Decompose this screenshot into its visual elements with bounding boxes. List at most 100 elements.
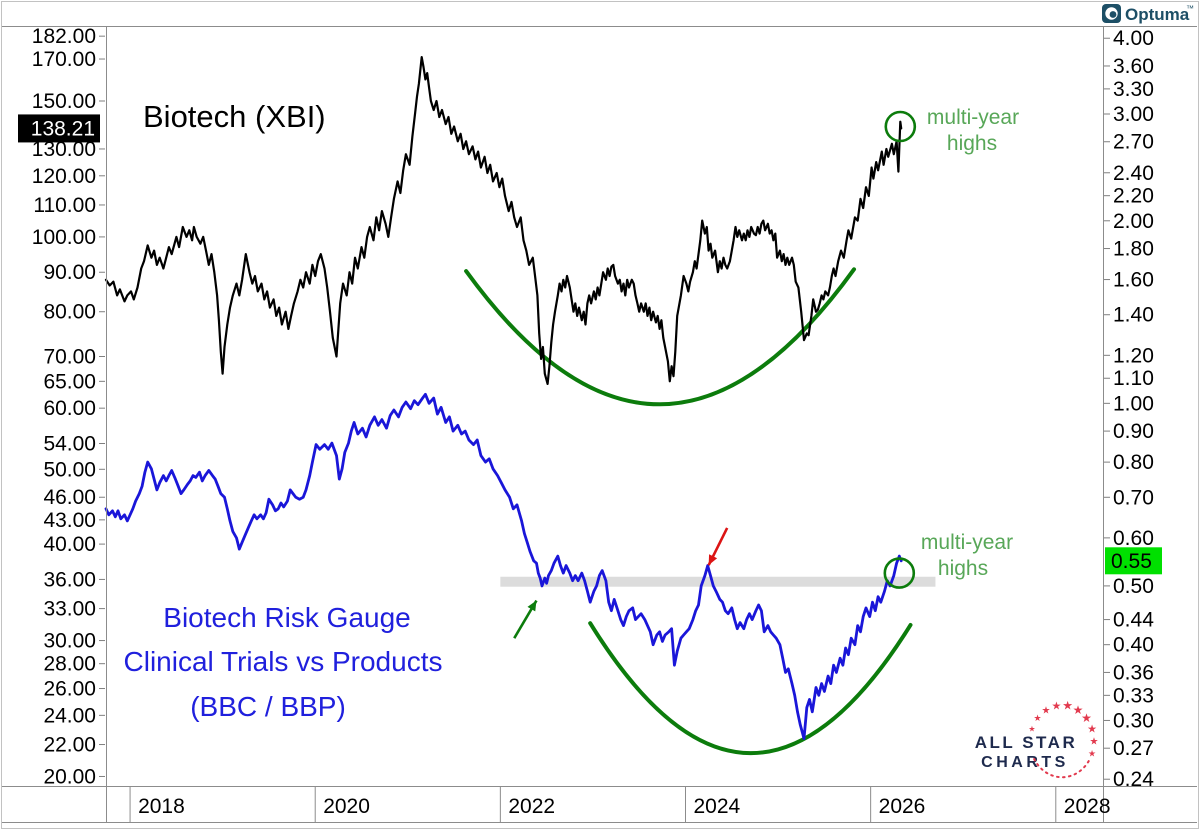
right-tick-label: 1.00	[1113, 392, 1154, 415]
right-tick-label: 0.50	[1113, 575, 1154, 598]
cup-arc-top	[464, 267, 856, 407]
xbi-last-price: 138.21	[31, 117, 95, 140]
left-tick-label: 50.00	[43, 458, 96, 481]
top-note-line-1: multi-year	[927, 106, 1019, 129]
right-tick-label: 4.00	[1113, 27, 1154, 50]
allstarcharts-logo: ALL STAR CHARTS ★★★ ★ ★ ★★★★★	[975, 699, 1099, 779]
left-tick-label: 100.00	[32, 226, 96, 249]
right-tick-label: 0.40	[1113, 634, 1154, 657]
left-tick-label: 110.00	[33, 194, 96, 217]
ratio-last-price: 0.55	[1111, 550, 1152, 573]
left-tick-label: 130.00	[32, 138, 96, 161]
right-tick-label: 2.70	[1113, 131, 1154, 154]
left-tick-label: 33.00	[43, 598, 96, 621]
right-tick-label: 0.90	[1113, 420, 1154, 443]
left-tick-label: 30.00	[43, 630, 96, 653]
right-tick-label: 2.20	[1113, 185, 1154, 208]
left-tick-label: 54.00	[43, 432, 96, 455]
right-tick-label: 0.80	[1113, 451, 1154, 474]
left-tick-label: 80.00	[43, 301, 96, 324]
xbi-last-price-box	[18, 114, 100, 143]
subtitle-line-2: Clinical Trials vs Products	[124, 646, 443, 677]
right-tick-label: 3.30	[1113, 78, 1154, 101]
right-tick-label: 3.00	[1113, 103, 1154, 126]
subtitle-line-3: (BBC / BBP)	[190, 691, 346, 722]
current-price-labels: 138.21 0.55	[18, 114, 1162, 575]
right-tick-label: 0.60	[1113, 527, 1154, 550]
left-tick-label: 90.00	[43, 261, 96, 284]
left-tick-label: 182.00	[32, 25, 96, 48]
right-tick-label: 2.00	[1113, 210, 1154, 233]
left-tick-label: 70.00	[43, 345, 96, 368]
red-down-arrow-icon	[708, 554, 718, 566]
year-label: 2022	[508, 795, 555, 818]
asc-line-1: ALL STAR	[975, 733, 1077, 752]
star-icon: ★	[1028, 725, 1035, 734]
asc-star-ring-icon: ★★★ ★ ★ ★★★★★	[1028, 699, 1099, 779]
star-icon: ★	[1051, 700, 1061, 712]
year-label: 2018	[138, 795, 185, 818]
price-series	[104, 56, 903, 740]
left-tick-label: 36.00	[43, 568, 96, 591]
multi-year-high-circle-top	[884, 110, 917, 143]
star-ring-dotted-arc	[1033, 758, 1091, 779]
star-icon: ★	[1088, 749, 1096, 759]
right-tick-label: 3.60	[1113, 55, 1154, 78]
star-icon: ★	[1087, 724, 1097, 736]
left-tick-label: 20.00	[43, 765, 96, 788]
right-tick-label: 1.80	[1113, 238, 1154, 261]
brand-text: Optuma	[1125, 5, 1190, 24]
brand-trademark: ™	[1186, 4, 1194, 13]
left-tick-label: 65.00	[43, 370, 96, 393]
star-icon: ★	[1042, 705, 1051, 716]
asc-line-2: CHARTS	[981, 754, 1069, 771]
annotation-arrows	[513, 527, 729, 639]
subtitle-line-1: Biotech Risk Gauge	[163, 602, 410, 633]
left-tick-label: 24.00	[43, 704, 96, 727]
left-tick-label: 22.00	[43, 734, 96, 757]
star-icon: ★	[1033, 713, 1041, 723]
multi-year-high-circle-bottom	[883, 557, 916, 589]
right-tick-label: 1.60	[1113, 269, 1154, 292]
right-tick-label: 0.33	[1113, 684, 1154, 707]
left-tick-label: 40.00	[43, 533, 96, 556]
series-xbi	[104, 56, 903, 385]
support-band-rect	[500, 576, 936, 587]
support-band	[500, 576, 936, 587]
left-tick-label: 120.00	[32, 165, 96, 188]
right-tick-label: 0.70	[1113, 486, 1154, 509]
right-tick-label: 0.36	[1113, 661, 1154, 684]
left-tick-label: 43.00	[43, 509, 96, 532]
right-tick-label: 0.30	[1113, 709, 1154, 732]
star-icon: ★	[1062, 699, 1073, 713]
year-label: 2028	[1064, 795, 1111, 818]
optuma-swirl-inner	[1109, 11, 1117, 18]
left-tick-label: 170.00	[32, 48, 96, 71]
right-tick-label: 1.10	[1113, 367, 1154, 390]
star-icon: ★	[1090, 737, 1099, 748]
left-tick-label: 46.00	[43, 486, 96, 509]
year-label: 2024	[694, 795, 741, 818]
series-risk-gauge	[104, 392, 903, 740]
star-icon: ★	[1073, 703, 1084, 717]
right-tick-label: 0.27	[1113, 737, 1154, 760]
bottom-note-line-1: multi-year	[921, 531, 1013, 554]
bottom-note-line-2: highs	[938, 557, 988, 580]
left-tick-label: 26.00	[43, 678, 96, 701]
green-up-arrow-icon	[527, 600, 537, 612]
left-tick-label: 150.00	[32, 90, 96, 113]
optuma-logo: Optuma ™	[1102, 4, 1194, 24]
top-note-line-2: highs	[947, 132, 997, 155]
left-tick-label: 60.00	[43, 397, 96, 420]
highlight-circles	[883, 110, 917, 589]
cup-pattern-arcs	[464, 267, 913, 755]
ratio-last-price-box	[1105, 547, 1162, 575]
year-label: 2026	[879, 795, 926, 818]
right-tick-label: 1.40	[1113, 304, 1154, 327]
right-tick-label: 2.40	[1113, 162, 1154, 185]
